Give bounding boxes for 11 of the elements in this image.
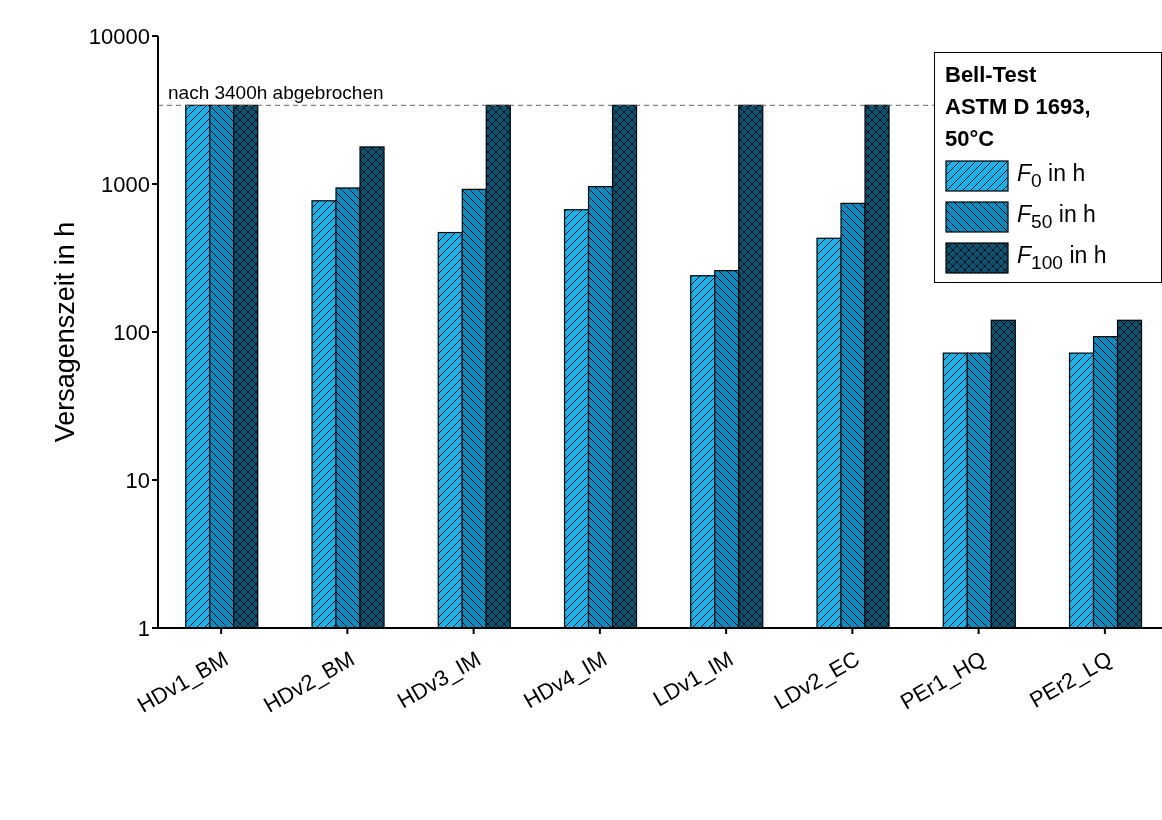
legend-label: F$_{0}$ in h <box>1017 159 1086 192</box>
y-tick-label: 100 <box>113 319 150 345</box>
y-tick-label: 10000 <box>88 23 150 49</box>
legend-label: F$_{50}$ in h <box>1017 200 1096 233</box>
y-tick-label: 10 <box>125 467 150 493</box>
y-tick-label: 1 <box>137 615 150 641</box>
ref-line-label: nach 3400h abgebrochen <box>168 81 384 103</box>
y-axis-title: Versagenszeit in h <box>49 221 80 443</box>
legend-title: Bell-Test ASTM D 1693, 50°C <box>945 61 1092 153</box>
y-tick-label: 1000 <box>101 171 150 197</box>
legend-label: F$_{100}$ in h <box>1017 241 1107 274</box>
